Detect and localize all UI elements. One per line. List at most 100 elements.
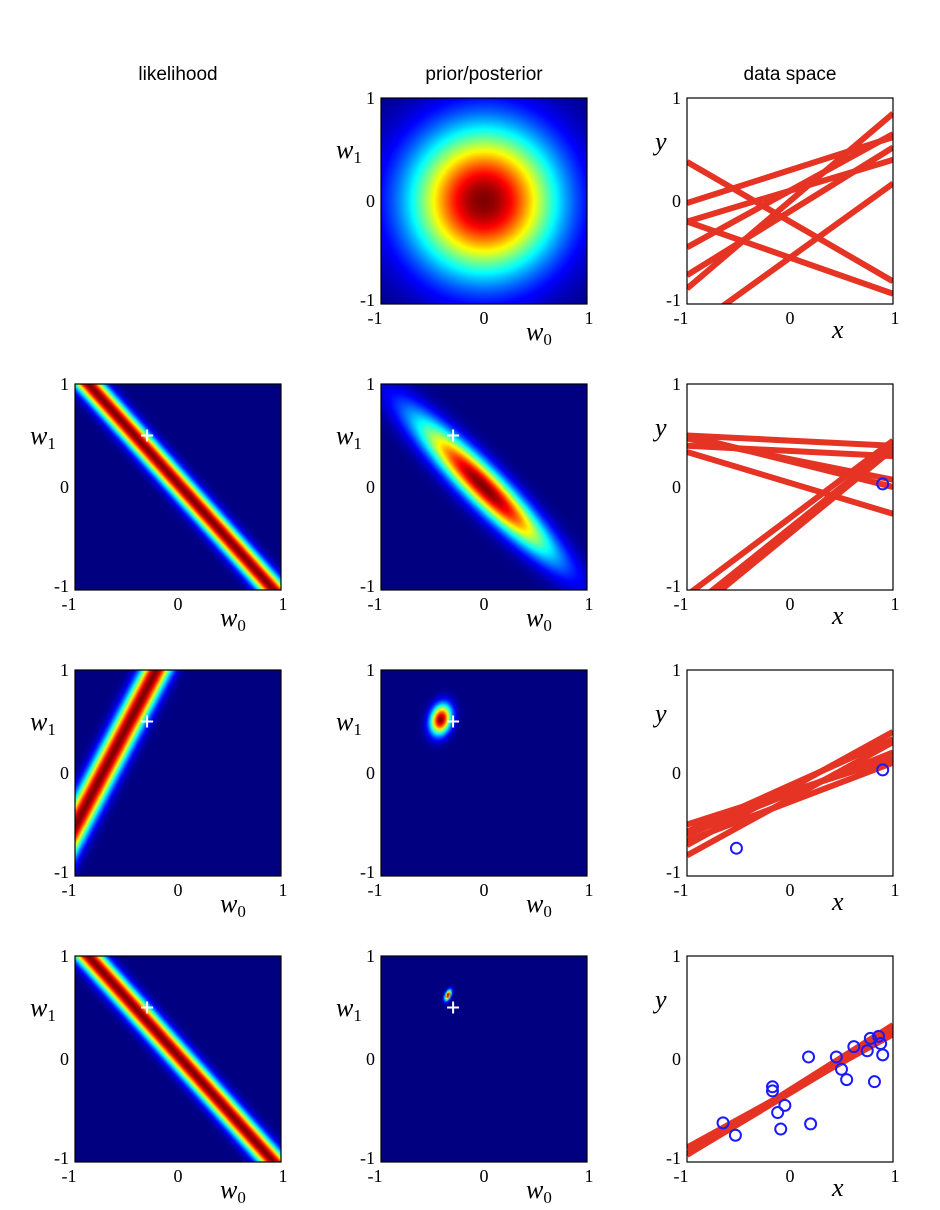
- data-space-panel-row-1-sample-line-6: [687, 156, 893, 225]
- posterior-panel-row-2-x-tick-zero: 0: [480, 594, 489, 614]
- data-space-panel-row-2-background: [687, 384, 893, 590]
- column-title-data-space: data space: [744, 64, 837, 85]
- likelihood-panel-row-3: 1 0 -1-1 0 1 w1 w0: [30, 660, 288, 921]
- likelihood-panel-row-4-heatmap: [75, 956, 281, 1162]
- posterior-panel-row-1-x-tick-min: -1: [368, 308, 383, 328]
- data-space-panel-row-2-y-label: y: [652, 413, 667, 442]
- posterior-panel-row-3-y-tick-zero: 0: [366, 763, 375, 783]
- posterior-panel-row-3-x-tick-min: -1: [368, 880, 383, 900]
- data-space-panel-row-4-data-point-12: [840, 1073, 854, 1087]
- posterior-panel-row-1-heatmap: [381, 98, 587, 304]
- posterior-panel-row-3-w1-label: w1: [336, 707, 362, 739]
- likelihood-panel-row-4-y-tick-zero: 0: [60, 1049, 69, 1069]
- data-space-panel-row-1-frame: [686, 97, 894, 305]
- data-space-panel-row-4-data-point-14: [860, 1044, 874, 1058]
- data-space-panel-row-3-sample-line-5: [687, 755, 893, 828]
- posterior-panel-row-4: 1 0 -1-1 0 1 w1 w0: [336, 946, 594, 1207]
- data-space-panel-row-1-y-tick-zero: 0: [672, 191, 681, 211]
- likelihood-panel-row-4: 1 0 -1-1 0 1 w1 w0: [30, 946, 288, 1207]
- posterior-panel-row-2-frame: [380, 383, 588, 591]
- data-space-panel-row-2-y-tick-min: -1: [666, 576, 681, 596]
- column-title-likelihood: likelihood: [138, 64, 217, 85]
- data-space-panel-row-4-data-point-19: [876, 1048, 890, 1062]
- data-space-panel-row-4-data-point-13: [847, 1040, 861, 1054]
- posterior-panel-row-2-x-tick-max: 1: [585, 594, 594, 614]
- data-space-panel-row-2: 10-1-1 0 1yx: [652, 374, 900, 630]
- data-space-panel-row-2-sample-line-5: [687, 432, 893, 449]
- data-space-panel-row-3: 10-1-1 0 1yx: [652, 660, 900, 916]
- data-space-panel-row-3-y-tick-max: 1: [672, 660, 681, 680]
- posterior-panel-row-3-true-weight-marker: [447, 715, 460, 728]
- data-space-panel-row-3-data-point-1: [876, 763, 890, 777]
- data-space-panel-row-4-data-point-17: [872, 1029, 886, 1043]
- likelihood-panel-row-2-y-tick-max: 1: [60, 374, 69, 394]
- data-space-panel-row-2-x-label: x: [831, 601, 844, 630]
- data-space-panel-row-4-frame: [686, 955, 894, 1163]
- data-space-panel-row-4-data-point-15: [863, 1031, 877, 1045]
- data-space-panel-row-1-sample-line-7: [687, 159, 893, 284]
- posterior-panel-row-3-heatmap: [381, 670, 587, 876]
- posterior-panel-row-2: 1 0 -1-1 0 1 w1 w0: [336, 374, 594, 635]
- data-space-panel-row-4-data-point-3: [765, 1080, 779, 1094]
- posterior-panel-row-4-frame: [380, 955, 588, 1163]
- data-space-panel-row-4-data-point-11: [835, 1062, 848, 1076]
- data-space-panel-row-4: 10-1-1 0 1yx: [652, 946, 900, 1202]
- posterior-panel-row-2-true-weight-marker: [447, 429, 460, 442]
- data-space-panel-row-2-frame: [686, 383, 894, 591]
- likelihood-panel-row-3-w1-label: w1: [30, 707, 56, 739]
- likelihood-panel-row-2-y-tick-min: -1: [54, 576, 69, 596]
- data-space-panel-row-4-data-point-5: [771, 1106, 785, 1120]
- data-space-panel-row-4-y-tick-max: 1: [672, 946, 681, 966]
- data-space-panel-row-4-data-point-2: [728, 1128, 742, 1142]
- data-space-panel-row-1: 10-1-1 0 1yx: [652, 88, 900, 344]
- data-space-panel-row-4-data-point-1: [716, 1116, 730, 1130]
- posterior-panel-row-1: 1 0 -1-1 0 1 w1 w0: [336, 88, 594, 349]
- likelihood-panel-row-3-y-tick-max: 1: [60, 660, 69, 680]
- posterior-panel-row-2-y-tick-zero: 0: [366, 477, 375, 497]
- likelihood-panel-row-2-y-tick-zero: 0: [60, 477, 69, 497]
- data-space-panel-row-4-x-label: x: [831, 1173, 844, 1202]
- likelihood-panel-row-3-y-tick-min: -1: [54, 862, 69, 882]
- likelihood-panel-row-2-w1-label: w1: [30, 421, 56, 453]
- data-space-panel-row-4-data-point-16: [867, 1075, 881, 1089]
- data-space-panel-row-4-data-point-9: [804, 1117, 818, 1131]
- data-space-panel-row-1-x-tick-max: 1: [891, 308, 900, 328]
- data-space-panel-row-1-y-tick-max: 1: [672, 88, 681, 108]
- data-space-panel-row-3-x-tick-zero: 0: [786, 880, 795, 900]
- column-title-prior-posterior: prior/posterior: [425, 64, 543, 85]
- posterior-panel-row-4-y-tick-min: -1: [360, 1148, 375, 1168]
- data-space-panel-row-3-x-tick-min: -1: [674, 880, 689, 900]
- likelihood-panel-row-2-x-tick-min: -1: [62, 594, 77, 614]
- posterior-panel-row-1-x-tick-max: 1: [585, 308, 594, 328]
- posterior-panel-row-1-y-tick-zero: 0: [366, 191, 375, 211]
- data-space-panel-row-2-data-point-1: [876, 477, 890, 491]
- data-space-panel-row-2-y-tick-max: 1: [672, 374, 681, 394]
- data-space-panel-row-4-y-tick-zero: 0: [672, 1049, 681, 1069]
- data-space-panel-row-1-sample-line-8: [687, 134, 893, 206]
- likelihood-panel-row-3-w0-label: w0: [220, 889, 246, 921]
- posterior-panel-row-2-heatmap: [381, 384, 587, 590]
- data-space-panel-row-4-x-tick-min: -1: [674, 1166, 689, 1186]
- posterior-panel-row-2-x-tick-min: -1: [368, 594, 383, 614]
- posterior-panel-row-1-y-tick-min: -1: [360, 290, 375, 310]
- data-space-panel-row-4-y-label: y: [652, 985, 667, 1014]
- data-space-panel-row-4-data-point-4: [765, 1084, 779, 1098]
- data-space-panel-row-2-x-tick-max: 1: [891, 594, 900, 614]
- data-space-panel-row-3-x-tick-max: 1: [891, 880, 900, 900]
- posterior-panel-row-4-x-tick-max: 1: [585, 1166, 594, 1186]
- likelihood-panel-row-4-true-weight-marker: [141, 1001, 154, 1014]
- likelihood-panel-row-4-y-tick-min: -1: [54, 1148, 69, 1168]
- posterior-panel-row-1-w0-label: w0: [526, 317, 552, 349]
- posterior-panel-row-4-y-tick-zero: 0: [366, 1049, 375, 1069]
- posterior-panel-row-4-heatmap: [381, 956, 587, 1162]
- data-space-panel-row-4-x-tick-max: 1: [891, 1166, 900, 1186]
- data-space-panel-row-4-data-point-7: [778, 1098, 792, 1112]
- data-space-panel-row-4-y-tick-min: -1: [666, 1148, 681, 1168]
- posterior-panel-row-3-x-tick-zero: 0: [480, 880, 489, 900]
- data-space-panel-row-3-sample-line-6: [687, 739, 893, 859]
- posterior-panel-row-3-w0-label: w0: [526, 889, 552, 921]
- likelihood-panel-row-4-w0-label: w0: [220, 1175, 246, 1207]
- data-space-panel-row-1-sample-line-3: [687, 218, 893, 297]
- data-space-panel-row-2-sample-line-4: [687, 442, 893, 460]
